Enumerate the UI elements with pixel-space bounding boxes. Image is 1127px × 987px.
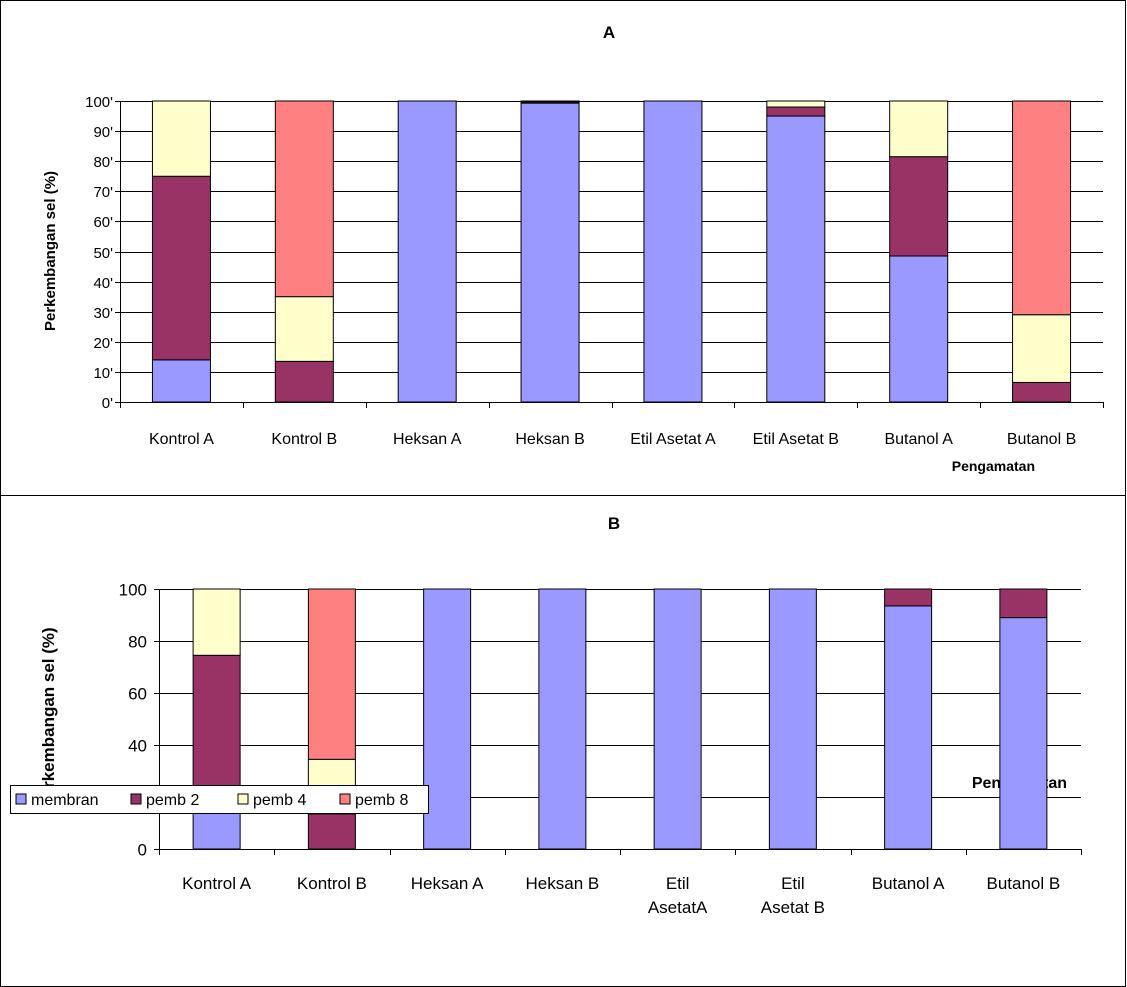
bar-segment-membran bbox=[768, 588, 817, 850]
legend: membran pemb 2 pemb 4 pemb 8 bbox=[10, 785, 429, 814]
legend-label: pemb 8 bbox=[355, 792, 408, 809]
y-tick-label: 60 bbox=[128, 685, 147, 704]
chart-a-ylabel: Perkembangan sel (%) bbox=[42, 171, 59, 331]
bar-segment-pemb-2 bbox=[307, 813, 356, 850]
x-category-label: Heksan A bbox=[393, 431, 462, 448]
y-tick-label: 100 bbox=[119, 581, 147, 600]
x-category-label: Heksan B bbox=[526, 874, 600, 893]
chart-a-xlabel: Pengamatan bbox=[952, 458, 1035, 474]
bar-segment-membran bbox=[889, 255, 949, 403]
bar-segment-pemb-8 bbox=[307, 588, 356, 760]
y-tick-label: 60' bbox=[93, 214, 113, 231]
bar-segment-membran bbox=[397, 100, 457, 403]
chart-a-title: A bbox=[603, 23, 615, 42]
bar-segment-pemb-8 bbox=[274, 100, 334, 298]
bar-segment-pemb-4 bbox=[520, 100, 580, 103]
bar-segment-pemb-4 bbox=[766, 100, 826, 108]
legend-swatch bbox=[339, 793, 351, 805]
chart-a-plot: 0' 10' 20' 30' 40' 50' 60' 70' 80' 90' 100' Kontrol… bbox=[85, 94, 1104, 448]
x-category-label: Butanol B bbox=[1007, 431, 1076, 448]
bar-segment-pemb-4 bbox=[1012, 314, 1072, 383]
legend-swatch bbox=[15, 793, 27, 805]
y-tick-label: 100' bbox=[85, 94, 113, 111]
x-category-label: Butanol A bbox=[872, 874, 945, 893]
bar-segment-pemb-2 bbox=[1012, 381, 1072, 403]
bar-segment-membran bbox=[999, 617, 1048, 850]
bar-segment-pemb-2 bbox=[151, 175, 211, 361]
x-category-label: Heksan A bbox=[411, 874, 484, 893]
bar-segment-pemb-4 bbox=[192, 588, 241, 656]
y-tick-label: 30' bbox=[93, 305, 113, 322]
x-category-label: Heksan B bbox=[515, 431, 584, 448]
legend-swatch bbox=[237, 793, 249, 805]
legend-box bbox=[10, 785, 429, 814]
legend-swatch bbox=[130, 793, 142, 805]
y-tick-label: 80' bbox=[93, 154, 113, 171]
legend-label: pemb 4 bbox=[253, 792, 306, 809]
y-tick-label: 0' bbox=[102, 395, 113, 412]
y-tick-label: 20' bbox=[93, 335, 113, 352]
x-category-label: Kontrol A bbox=[149, 431, 214, 448]
bar-segment-membran bbox=[151, 359, 211, 403]
bar-segment-pemb-4 bbox=[274, 296, 334, 362]
x-category-label: Etil Asetat B bbox=[753, 431, 839, 448]
bar-segment-pemb-8 bbox=[1012, 100, 1072, 316]
x-category-label: Butanol A bbox=[884, 431, 953, 448]
y-tick-label: 90' bbox=[93, 124, 113, 141]
bar-segment-membran bbox=[423, 588, 472, 850]
x-category-label: Kontrol A bbox=[182, 874, 252, 893]
y-tick-label: 50' bbox=[93, 245, 113, 262]
x-category-label: Etil Asetat A bbox=[630, 431, 716, 448]
bar-segment-membran bbox=[884, 605, 933, 850]
bar-segment-membran bbox=[766, 115, 826, 403]
x-category-label: Butanol B bbox=[987, 874, 1061, 893]
bar-segment-pemb-4 bbox=[889, 100, 949, 158]
legend-label: membran bbox=[31, 792, 99, 809]
chart-b-title: B bbox=[608, 514, 620, 533]
bar-segment-membran bbox=[538, 588, 587, 850]
bar-segment-pemb-4 bbox=[151, 100, 211, 177]
y-tick-label: 40 bbox=[128, 737, 147, 756]
x-category-label: Etil Asetat B bbox=[761, 874, 825, 917]
y-tick-label: 70' bbox=[93, 184, 113, 201]
y-tick-label: 10' bbox=[93, 365, 113, 382]
chart-b-ylabel: Perkembangan sel (%) bbox=[39, 627, 58, 808]
bar-segment-pemb-2 bbox=[274, 360, 334, 403]
bar-segment-membran bbox=[653, 588, 702, 850]
y-tick-label: 40' bbox=[93, 275, 113, 292]
y-tick-label: 80 bbox=[128, 633, 147, 652]
x-category-label: Kontrol B bbox=[271, 431, 337, 448]
bar-segment-pemb-2 bbox=[889, 156, 949, 257]
bar-segment-membran bbox=[192, 812, 241, 850]
bar-segment-pemb-2 bbox=[766, 106, 826, 117]
bar-segment-membran bbox=[520, 102, 580, 403]
bar-segment-pemb-2 bbox=[884, 588, 933, 607]
legend-label: pemb 2 bbox=[146, 792, 199, 809]
bar-segment-pemb-2 bbox=[999, 588, 1048, 619]
bar-segment-membran bbox=[643, 100, 703, 403]
x-category-label: Kontrol B bbox=[297, 874, 367, 893]
y-tick-label: 0 bbox=[138, 841, 147, 860]
x-category-label: Etil AsetatA bbox=[648, 874, 708, 917]
